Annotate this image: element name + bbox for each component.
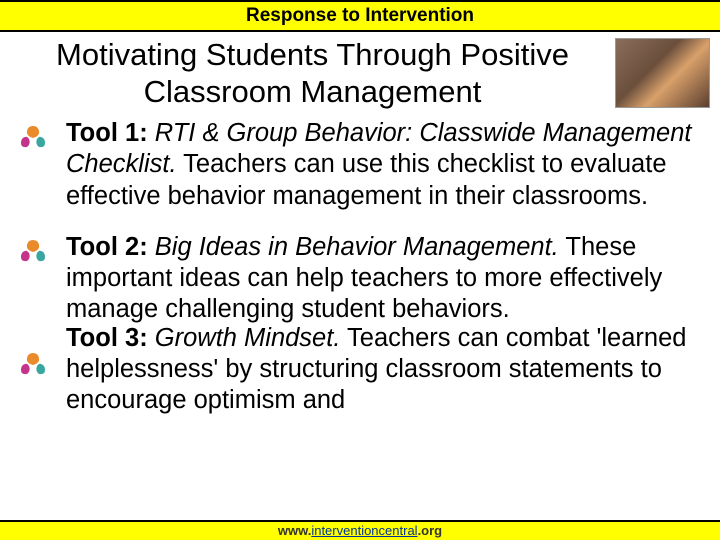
- classroom-photo-thumbnail: [615, 38, 710, 108]
- bullet-icon: [18, 351, 48, 377]
- banner-text: Response to Intervention: [246, 5, 474, 26]
- list-item: Tool 2: Big Ideas in Behavior Management…: [18, 232, 710, 325]
- footer-link[interactable]: interventioncentral: [311, 523, 417, 538]
- header-banner: Response to Intervention: [0, 0, 720, 32]
- footer-prefix: www.: [278, 523, 311, 538]
- list-item: Tool 1: RTI & Group Behavior: Classwide …: [18, 118, 710, 211]
- tool-title-italic: Big Ideas in Behavior Management.: [155, 233, 559, 261]
- bullet-icon: [18, 124, 48, 150]
- tool-label: Tool 3:: [66, 324, 155, 352]
- list-item: Tool 3: Growth Mindset. Teachers can com…: [18, 323, 710, 416]
- content-area: Tool 1: RTI & Group Behavior: Classwide …: [0, 110, 720, 416]
- tool-title-italic: Growth Mindset.: [155, 324, 341, 352]
- bullet-icon: [18, 238, 48, 264]
- title-row: Motivating Students Through Positive Cla…: [0, 32, 720, 110]
- footer-suffix: .org: [418, 523, 443, 538]
- tool-2-text: Tool 2: Big Ideas in Behavior Management…: [66, 232, 710, 325]
- footer-banner: www.interventioncentral.org: [0, 520, 720, 540]
- tool-label: Tool 1:: [66, 119, 155, 147]
- page-title: Motivating Students Through Positive Cla…: [10, 36, 615, 110]
- tool-1-text: Tool 1: RTI & Group Behavior: Classwide …: [66, 118, 710, 211]
- tool-label: Tool 2:: [66, 233, 155, 261]
- tool-3-text: Tool 3: Growth Mindset. Teachers can com…: [66, 323, 710, 416]
